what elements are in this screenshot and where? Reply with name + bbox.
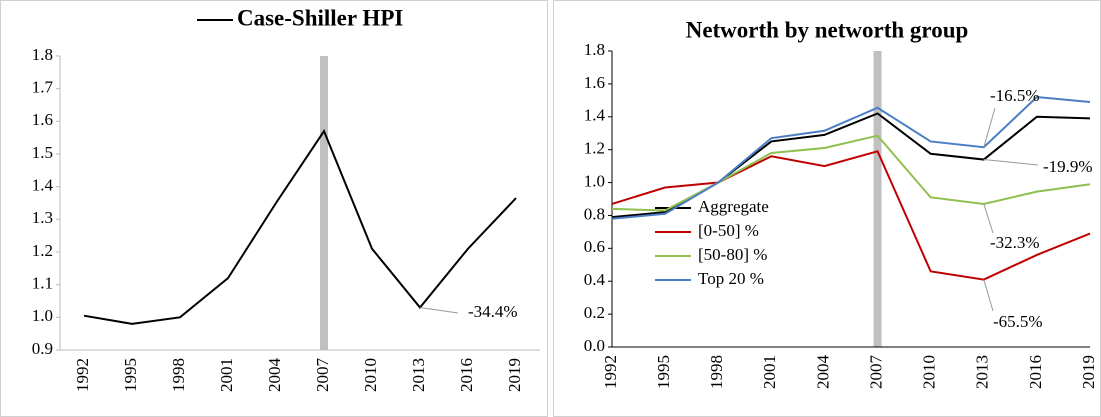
y-tick-label: 1.1: [32, 274, 53, 293]
y-tick-label: 0.6: [584, 237, 605, 256]
y-tick-label: 1.5: [32, 143, 53, 162]
series-line: [83, 129, 517, 325]
x-tick-label: 2010: [361, 358, 380, 392]
legend-label: Case-Shiller HPI: [237, 5, 403, 30]
y-tick-label: 0.4: [584, 270, 606, 289]
annotation-leader: [983, 279, 994, 312]
annotation: -32.3%: [990, 233, 1040, 252]
y-tick-label: 1.2: [584, 139, 605, 158]
annotation-leader: [983, 107, 996, 148]
x-tick-label: 2004: [265, 358, 284, 393]
y-tick-label: 1.7: [32, 78, 54, 97]
annotation-leader: [983, 203, 994, 234]
x-tick-label: 2016: [457, 358, 476, 392]
annotation: -16.5%: [990, 86, 1040, 105]
panel-border: [553, 0, 1101, 417]
x-tick-label: 1992: [73, 358, 92, 392]
legend-label: Top 20 %: [698, 269, 764, 288]
y-tick-label: 0.9: [32, 339, 53, 358]
x-tick-label: 2016: [1026, 355, 1045, 389]
x-tick-label: 1992: [601, 355, 620, 389]
x-tick-label: 2013: [409, 358, 428, 392]
annotation-leader: [419, 307, 459, 314]
x-tick-label: 2001: [217, 358, 236, 392]
chart-title: Networth by networth group: [686, 17, 969, 42]
y-tick-label: 1.4: [584, 106, 606, 125]
highlight-band: [873, 51, 882, 347]
x-tick-label: 2019: [505, 358, 524, 392]
series-line: [611, 150, 1091, 281]
y-tick-label: 0.2: [584, 303, 605, 322]
x-tick-label: 2013: [973, 355, 992, 389]
legend-label: [50-80] %: [698, 245, 767, 264]
y-tick-label: 1.3: [32, 208, 53, 227]
series-line: [611, 134, 1091, 212]
highlight-band: [320, 56, 328, 350]
x-tick-label: 1995: [654, 355, 673, 389]
y-tick-label: 1.8: [32, 45, 53, 64]
legend-label: Aggregate: [698, 197, 769, 216]
annotation: -65.5%: [993, 312, 1043, 331]
y-tick-label: 1.4: [32, 176, 54, 195]
annotation-leader: [983, 159, 1039, 166]
y-tick-label: 1.6: [32, 110, 53, 129]
x-tick-label: 2007: [313, 358, 332, 393]
y-tick-label: 0.8: [584, 204, 605, 223]
x-tick-label: 2007: [866, 355, 885, 390]
y-tick-label: 1.0: [584, 171, 605, 190]
panel-border: [0, 0, 548, 417]
y-tick-label: 1.8: [584, 40, 605, 59]
annotation: -19.9%: [1043, 157, 1093, 176]
x-tick-label: 2001: [760, 355, 779, 389]
x-tick-label: 1998: [707, 355, 726, 389]
x-tick-label: 1998: [169, 358, 188, 392]
y-tick-label: 1.6: [584, 73, 605, 92]
x-tick-label: 2010: [920, 355, 939, 389]
annotation: -34.4%: [468, 302, 518, 321]
x-tick-label: 2019: [1079, 355, 1098, 389]
y-tick-label: 0.0: [584, 336, 605, 355]
series-line: [611, 96, 1091, 220]
y-tick-label: 1.2: [32, 241, 53, 260]
x-tick-label: 1995: [121, 358, 140, 392]
legend-label: [0-50] %: [698, 221, 759, 240]
y-tick-label: 1.0: [32, 306, 53, 325]
x-tick-label: 2004: [813, 355, 832, 390]
